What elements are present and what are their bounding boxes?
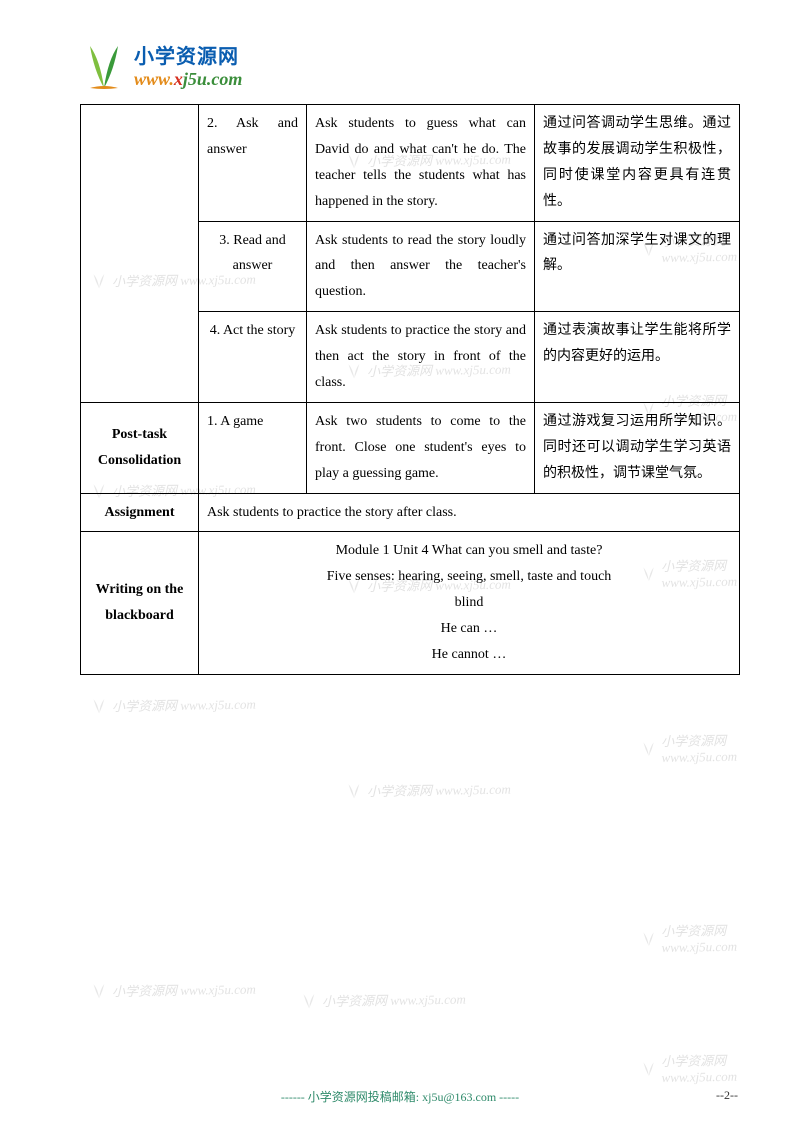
activity-cell: Ask students to practice the story and t… — [307, 312, 535, 403]
watermark: 小学资源网 www.xj5u.com — [640, 1049, 800, 1087]
activity-cell: Ask students to read the story loudly an… — [307, 221, 535, 312]
table-row: Assignment Ask students to practice the … — [81, 493, 740, 532]
assignment-text: Ask students to practice the story after… — [199, 493, 740, 532]
step-cell: 3. Read and answer — [199, 221, 307, 312]
logo-url: www.xj5u.com — [134, 69, 242, 90]
watermark: 小学资源网 www.xj5u.com — [640, 919, 800, 957]
purpose-cell: 通过问答加深学生对课文的理解。 — [535, 221, 740, 312]
activity-cell: Ask two students to come to the front. C… — [307, 402, 535, 493]
watermark: 小学资源网 www.xj5u.com — [300, 989, 466, 1011]
table-row: 2. Ask and answer Ask students to guess … — [81, 105, 740, 222]
blackboard-label: Writing on the blackboard — [81, 532, 199, 674]
activity-cell: Ask students to guess what can David do … — [307, 105, 535, 222]
assignment-label: Assignment — [81, 493, 199, 532]
page-number: --2-- — [716, 1088, 738, 1103]
table-row: Writing on the blackboard Module 1 Unit … — [81, 532, 740, 674]
step-cell: 1. A game — [199, 402, 307, 493]
purpose-cell: 通过游戏复习运用所学知识。同时还可以调动学生学习英语的积极性，调节课堂气氛。 — [535, 402, 740, 493]
purpose-cell: 通过表演故事让学生能将所学的内容更好的运用。 — [535, 312, 740, 403]
step-cell: 2. Ask and answer — [199, 105, 307, 222]
logo: 小学资源网 www.xj5u.com — [80, 40, 740, 90]
watermark: 小学资源网 www.xj5u.com — [640, 729, 800, 767]
watermark: 小学资源网 www.xj5u.com — [345, 779, 511, 801]
phase-cell: Post-task Consolidation — [81, 402, 199, 493]
blackboard-content: Module 1 Unit 4 What can you smell and t… — [199, 532, 740, 674]
logo-title: 小学资源网 — [134, 40, 242, 69]
leaf-icon — [80, 40, 128, 90]
table-row: Post-task Consolidation 1. A game Ask tw… — [81, 402, 740, 493]
lesson-plan-table: 2. Ask and answer Ask students to guess … — [80, 104, 740, 675]
footer-email: ------ 小学资源网投稿邮箱: xj5u@163.com ----- — [281, 1088, 519, 1105]
watermark: 小学资源网 www.xj5u.com — [90, 979, 256, 1001]
step-cell: 4. Act the story — [199, 312, 307, 403]
purpose-cell: 通过问答调动学生思维。通过故事的发展调动学生积极性，同时使课堂内容更具有连贯性。 — [535, 105, 740, 222]
